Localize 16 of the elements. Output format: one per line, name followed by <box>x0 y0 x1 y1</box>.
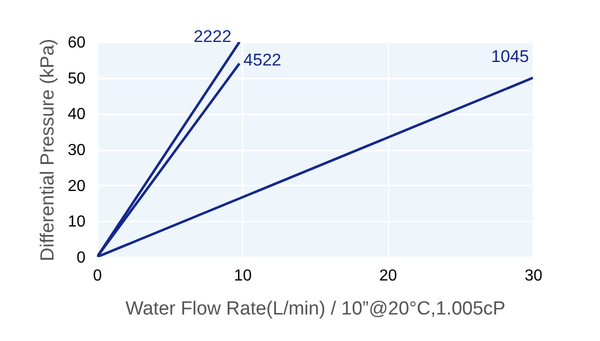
x-tick-label: 30 <box>524 268 542 284</box>
x-tick-label: 0 <box>93 268 102 284</box>
x-tick-label: 20 <box>379 268 398 284</box>
y-tick-label: 10 <box>68 214 86 231</box>
y-tick-label: 40 <box>68 106 86 124</box>
x-tick-label: 10 <box>234 268 252 284</box>
y-tick-label: 50 <box>68 70 86 88</box>
y-axis-title: Differential Pressure (kPa) <box>38 38 59 262</box>
y-tick-label: 20 <box>68 178 86 195</box>
x-axis-title: Water Flow Rate(L/min) / 10”@20°C,1.005cP <box>126 298 506 320</box>
y-tick-label: 0 <box>76 250 86 266</box>
y-tick-label: 30 <box>68 142 86 159</box>
series-label: 1045 <box>491 46 529 66</box>
y-tick-label: 60 <box>68 34 86 52</box>
series-label: 2222 <box>194 27 232 46</box>
series-label: 4522 <box>243 50 282 70</box>
